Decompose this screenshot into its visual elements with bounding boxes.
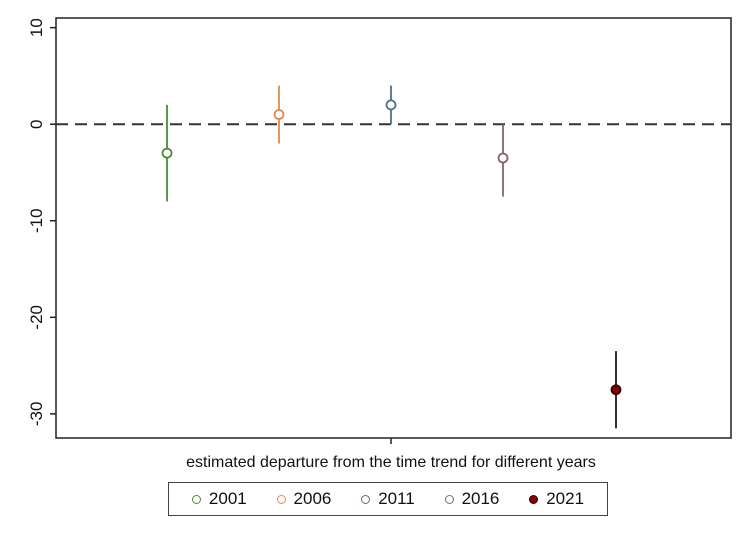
legend: 2001 2006 2011 2016 2021 (168, 482, 608, 516)
legend-label: 2016 (461, 489, 500, 508)
legend-label: 2001 (208, 489, 247, 508)
point-2021 (610, 384, 622, 396)
legend-item-2006: 2006 (276, 489, 332, 509)
legend-marker-icon (276, 494, 286, 504)
point-2016 (497, 152, 509, 164)
legend-marker-icon (361, 494, 371, 504)
point-2011 (385, 99, 397, 111)
legend-marker-icon (529, 494, 539, 504)
legend-item-2011: 2011 (361, 489, 415, 509)
plot-frame (55, 17, 732, 439)
y-tick-label: -30 (27, 402, 46, 427)
legend-item-2016: 2016 (444, 489, 500, 509)
legend-item-2021: 2021 (529, 489, 584, 509)
point-2006 (273, 109, 285, 120)
legend-marker-icon (191, 494, 201, 504)
y-axis: 10 0 -10 -20 -30 (27, 18, 56, 426)
legend-marker-icon (444, 494, 454, 504)
x-axis-label: estimated departure from the time trend … (186, 454, 596, 471)
legend-label: 2021 (546, 489, 585, 508)
y-tick-label: 0 (27, 119, 46, 128)
legend-item-2001: 2001 (191, 489, 247, 509)
legend-label: 2006 (293, 489, 332, 508)
legend-label: 2011 (378, 489, 415, 508)
y-tick-label: 10 (27, 18, 46, 37)
y-tick-label: -20 (27, 305, 46, 330)
point-2001 (161, 147, 173, 159)
y-tick-label: -10 (27, 208, 46, 233)
data-marks (161, 85, 622, 429)
